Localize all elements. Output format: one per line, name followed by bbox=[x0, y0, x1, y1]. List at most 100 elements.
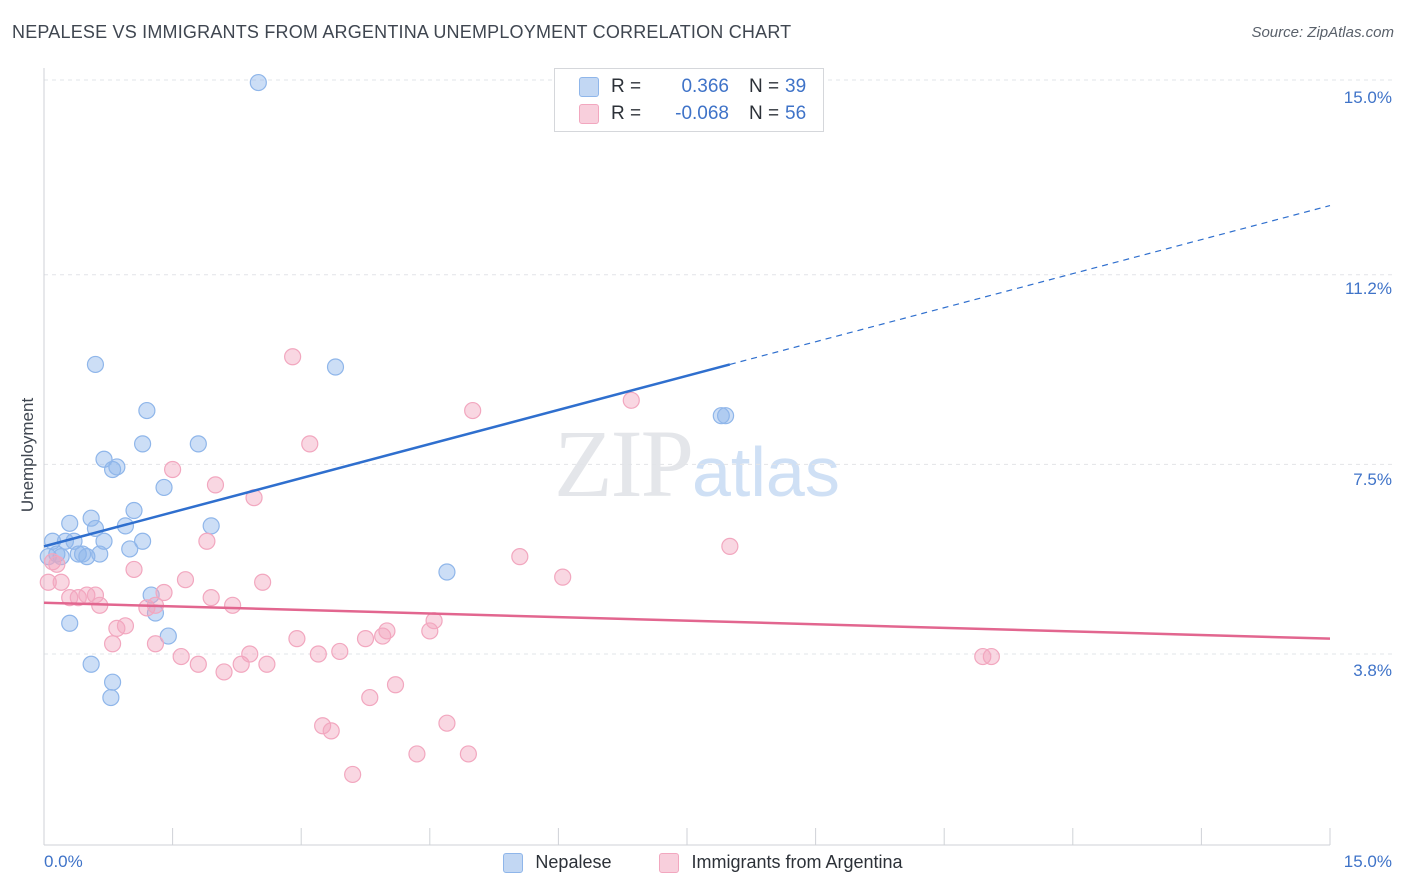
argentina-point bbox=[314, 717, 332, 735]
nepalese-point bbox=[249, 73, 267, 92]
nepalese-point bbox=[133, 532, 152, 550]
argentina-point bbox=[39, 573, 57, 591]
argentina-point bbox=[344, 765, 362, 784]
argentina-point bbox=[202, 589, 220, 607]
argentina-point bbox=[103, 635, 122, 653]
n-label: N = bbox=[749, 76, 780, 97]
legend-item-nepalese[interactable]: Nepalese bbox=[503, 852, 611, 873]
y-tick-label: 7.5% bbox=[1353, 470, 1392, 489]
x-tick-label: 0.0% bbox=[44, 852, 83, 871]
argentina-point bbox=[309, 645, 327, 663]
nepalese-point bbox=[142, 586, 160, 604]
argentina-point bbox=[378, 622, 396, 640]
watermark-atlas: atlas bbox=[692, 433, 840, 511]
nepalese-point bbox=[82, 509, 100, 527]
argentina-point bbox=[288, 630, 306, 648]
argentina-point bbox=[52, 573, 70, 591]
legend-item-argentina[interactable]: Immigrants from Argentina bbox=[659, 852, 903, 873]
nepalese-point bbox=[133, 435, 152, 453]
nepalese-point bbox=[326, 358, 345, 376]
nepalese-point bbox=[138, 401, 156, 420]
legend-label: Immigrants from Argentina bbox=[691, 852, 903, 872]
argentina-point bbox=[331, 642, 349, 661]
nepalese-point bbox=[438, 563, 456, 581]
nepalese-point bbox=[202, 517, 220, 535]
n-value: 39 bbox=[785, 76, 807, 97]
argentina-point bbox=[258, 655, 276, 673]
correlation-stats-box: R = 0.366 N = 39 R = -0.068 N = 56 bbox=[554, 68, 824, 132]
nepalese-point bbox=[121, 540, 139, 558]
argentina-point bbox=[48, 555, 66, 573]
y-tick-label: 15.0% bbox=[1343, 88, 1392, 107]
nepalese-point bbox=[95, 532, 113, 550]
argentina-point bbox=[459, 745, 477, 763]
y-axis-label: Unemployment bbox=[18, 397, 37, 513]
argentina-point bbox=[206, 476, 225, 494]
argentina-point bbox=[425, 612, 443, 630]
argentina-point bbox=[301, 435, 319, 453]
n-value: 56 bbox=[785, 103, 807, 124]
argentina-point bbox=[284, 348, 302, 366]
argentina-point bbox=[116, 617, 135, 635]
argentina-point bbox=[386, 676, 405, 694]
legend-swatch bbox=[659, 852, 680, 873]
argentina-point bbox=[721, 537, 739, 555]
watermark: ZIPatlas bbox=[554, 408, 840, 519]
nepalese-point bbox=[189, 435, 207, 453]
argentina-point bbox=[622, 391, 640, 409]
argentina-point bbox=[464, 401, 482, 420]
legend-label: Nepalese bbox=[535, 852, 612, 872]
argentina-point bbox=[215, 663, 233, 681]
nepalese-point bbox=[91, 545, 109, 563]
nepalese-trend-extension bbox=[729, 204, 1331, 366]
argentina-point bbox=[164, 460, 182, 479]
nepalese-point bbox=[61, 514, 79, 532]
stats-swatch bbox=[579, 77, 599, 97]
argentina-point bbox=[198, 532, 216, 550]
stats-row-nepalese: R = 0.366 N = 39 bbox=[579, 74, 806, 100]
nepalese-point bbox=[102, 688, 120, 707]
nepalese-point bbox=[155, 478, 173, 497]
stats-swatch bbox=[579, 104, 599, 124]
argentina-point bbox=[408, 745, 426, 763]
argentina-point bbox=[438, 714, 456, 732]
stats-row-argentina: R = -0.068 N = 56 bbox=[579, 101, 806, 127]
r-value: -0.068 bbox=[675, 103, 729, 124]
argentina-point bbox=[189, 655, 207, 673]
argentina-point bbox=[176, 571, 195, 589]
chart-title: NEPALESE VS IMMIGRANTS FROM ARGENTINA UN… bbox=[12, 22, 792, 42]
nepalese-trend-line bbox=[43, 363, 731, 548]
nepalese-point bbox=[125, 501, 143, 520]
argentina-point bbox=[554, 568, 572, 586]
r-label: R = bbox=[611, 103, 642, 124]
argentina-point bbox=[254, 573, 272, 591]
argentina-point bbox=[421, 622, 439, 640]
r-value: 0.366 bbox=[681, 76, 729, 97]
nepalese-point bbox=[61, 614, 79, 632]
legend-swatch bbox=[503, 852, 524, 873]
argentina-point bbox=[125, 560, 143, 579]
argentina-point bbox=[322, 722, 340, 740]
r-label: R = bbox=[611, 76, 642, 97]
argentina-point bbox=[241, 645, 259, 663]
n-label: N = bbox=[749, 103, 780, 124]
argentina-point bbox=[146, 635, 165, 653]
argentina-point bbox=[511, 548, 529, 566]
argentina-trend-line bbox=[43, 601, 1331, 640]
nepalese-point bbox=[716, 407, 735, 425]
argentina-point bbox=[224, 596, 242, 614]
nepalese-point bbox=[712, 407, 730, 425]
argentina-point bbox=[172, 647, 190, 666]
watermark-zip: ZIP bbox=[554, 410, 694, 517]
nepalese-point bbox=[103, 673, 122, 691]
chart-legend: Nepalese Immigrants from Argentina bbox=[0, 852, 1406, 873]
argentina-point bbox=[982, 647, 1000, 666]
argentina-point bbox=[155, 583, 173, 602]
nepalese-point bbox=[82, 655, 100, 673]
argentina-point bbox=[361, 688, 379, 707]
source-label: Source: ZipAtlas.com bbox=[1251, 24, 1394, 41]
nepalese-point bbox=[108, 458, 126, 476]
nepalese-point bbox=[159, 627, 177, 645]
y-tick-label: 11.2% bbox=[1345, 279, 1392, 298]
